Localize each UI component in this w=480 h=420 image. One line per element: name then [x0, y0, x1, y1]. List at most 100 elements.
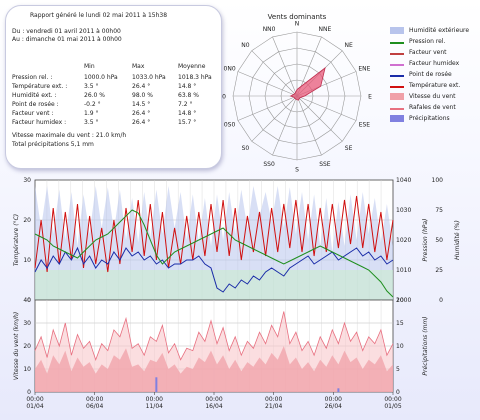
series-temp-rature-ext- [34, 195, 394, 273]
y-axis-title: Température (°C) [13, 214, 20, 266]
x-tick-label: 00:00 21/04 [265, 396, 282, 410]
legend-item: Précipitations [390, 113, 450, 123]
stat-label: Température ext. : [12, 83, 68, 90]
series-wind-speed [35, 346, 393, 392]
stat-min: 3.5 ° [84, 119, 99, 126]
rose-spoke [272, 36, 298, 97]
series-point-de-ros-e [34, 246, 394, 293]
report-panel: Rapport généré le lundi 02 mai 2011 à 15… [5, 5, 222, 169]
rose-direction-label: S0 [242, 145, 250, 152]
stat-avg: 7.2 ° [178, 101, 193, 108]
stat-min: 26.0 % [84, 92, 105, 99]
column-min: Min [84, 63, 95, 70]
rose-spoke [237, 95, 298, 121]
y-tick-left: 20 [23, 343, 31, 350]
x-tick-label: 00:00 01/04 [26, 396, 43, 410]
stat-min: 3.5 ° [84, 83, 99, 90]
stat-avg: 14.8 ° [178, 83, 197, 90]
stat-label: Facteur humidex : [12, 119, 67, 126]
series-wind-gust [34, 311, 394, 362]
legend-item: Point de rosée [390, 69, 452, 79]
stat-label: Pression rel. : [12, 74, 53, 81]
rose-spoke [272, 95, 298, 156]
rose-spoke [237, 71, 298, 97]
y-tick-right: 20 [396, 297, 404, 304]
rose-direction-label: NN0 [263, 26, 276, 33]
stat-min: 1000.0 hPa [84, 74, 118, 81]
rose-direction-label: ENE [358, 66, 370, 73]
stat-label: Point de rosée : [12, 101, 59, 108]
legend-label: Facteur humidex [409, 59, 460, 67]
legend-label: Humidité extérieure [409, 26, 470, 34]
rose-spoke [251, 95, 298, 142]
y-axis-title-right-2: Humidité (%) [454, 220, 461, 260]
y-tick-right-2: 100 [432, 177, 444, 184]
rose-direction-label: N [295, 21, 300, 28]
report-title: Rapport généré le lundi 02 mai 2011 à 15… [30, 12, 168, 19]
y-tick-left: 0 [27, 297, 31, 304]
rose-direction-label: 0 [222, 94, 226, 101]
rose-direction-label: 0S0 [224, 121, 236, 128]
legend-swatch [390, 114, 404, 122]
legend-label: Vitesse du vent [409, 92, 456, 100]
stat-min: -0.2 ° [84, 101, 101, 108]
wind-rose: Vents dominants N NNE NE ENE E ESE SE SSE S SS0 S0… [222, 13, 372, 174]
y-tick-left: 20 [23, 217, 31, 224]
x-tick-label: 00:00 16/04 [205, 396, 222, 410]
stat-min: 1.9 ° [84, 110, 99, 117]
legend-label: Température ext. [409, 81, 461, 89]
rose-spoke [251, 50, 298, 97]
y-tick-right: 5 [396, 366, 400, 373]
rose-direction-label: S [295, 167, 299, 174]
y-tick-left: 30 [23, 177, 31, 184]
y-tick-left: 10 [23, 257, 31, 264]
y-tick-right: 1040 [396, 177, 411, 184]
x-tick-label: 00:00 26/04 [325, 396, 342, 410]
wind-rose-shape [289, 66, 326, 101]
y-tick-right: 1000 [396, 297, 411, 304]
legend-item: Facteur humidex [390, 58, 459, 68]
legend-item: Vitesse du vent [390, 91, 455, 101]
rose-direction-label: NNE [319, 26, 332, 33]
y-tick-right: 1020 [396, 237, 411, 244]
stat-avg: 14.8 ° [178, 110, 197, 117]
x-tick-label: 00:00 01/05 [384, 396, 401, 410]
report-period-from: Du : vendredi 01 avril 2011 à 00h00 [12, 28, 121, 35]
y-axis-title-right: Pression (hPa) [422, 219, 429, 262]
y-tick-right: 0 [396, 389, 400, 396]
legend-label: Facteur vent [409, 48, 447, 56]
stat-max: 14.5 ° [132, 101, 151, 108]
y-tick-right-2: 50 [435, 237, 443, 244]
rose-direction-label: ESE [359, 121, 371, 128]
legend-label: Pression rel. [409, 37, 446, 45]
legend-label: Point de rosée [409, 70, 452, 78]
precip-bar [337, 388, 340, 392]
rose-direction-label: SSE [319, 161, 331, 168]
stat-max: 26.4 ° [132, 110, 151, 117]
y-tick-left: 10 [23, 366, 31, 373]
legend-item: Pression rel. [390, 36, 445, 46]
y-tick-right-2: 25 [435, 267, 443, 274]
y-tick-right: 10 [396, 343, 404, 350]
y-tick-right: 1010 [396, 267, 411, 274]
stat-avg: 1018.3 hPa [178, 74, 212, 81]
rose-direction-label: NE [344, 42, 352, 49]
x-tick-label: 00:00 06/04 [86, 396, 103, 410]
legend-item: Humidité extérieure [390, 25, 469, 35]
rose-direction-label: SE [345, 145, 353, 152]
legend-swatch [390, 61, 404, 66]
series-pression-rel- [34, 209, 394, 298]
legend-item: Rafales de vent [390, 102, 456, 112]
y-tick-right-2: 75 [435, 207, 443, 214]
column-max: Max [132, 63, 145, 70]
y-tick-left: 30 [23, 320, 31, 327]
pressure-band [35, 270, 393, 300]
legend-swatch [390, 92, 404, 100]
stat-label: Humidité ext. : [12, 92, 57, 99]
stat-max: 98.0 % [132, 92, 153, 99]
legend-swatch [390, 39, 404, 44]
y-tick-right: 1030 [396, 207, 411, 214]
x-tick-label: 00:00 11/04 [146, 396, 163, 410]
stat-avg: 63.8 % [178, 92, 199, 99]
